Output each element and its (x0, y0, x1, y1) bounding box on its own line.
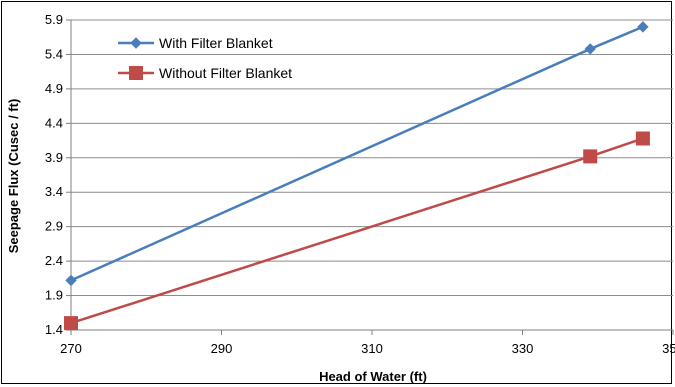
y-tick-label: 4.4 (45, 115, 63, 130)
data-point (637, 21, 649, 33)
grid-lines (71, 19, 673, 297)
legend-marker (129, 66, 143, 80)
y-tick-label: 5.9 (45, 12, 63, 27)
legend-marker (130, 37, 142, 49)
legend-item-1: With Filter Blanket (118, 35, 273, 51)
x-tick-label: 290 (211, 341, 233, 356)
y-tick-label: 5.4 (45, 46, 63, 61)
x-tick-label: 350 (662, 341, 675, 356)
data-point (64, 316, 78, 331)
y-tick-label: 4.9 (45, 81, 63, 96)
legend-item-2: Without Filter Blanket (118, 65, 292, 81)
y-tick-label: 3.9 (45, 150, 63, 165)
x-axis-title: Head of Water (ft) (319, 369, 427, 384)
data-point (583, 149, 598, 164)
x-tick-label: 310 (361, 341, 383, 356)
x-tick-labels: 270 290 310 330 350 (60, 330, 675, 356)
series-2 (64, 131, 650, 331)
legend: With Filter Blanket Without Filter Blanke… (118, 35, 292, 81)
y-tick-label: 3.4 (45, 184, 63, 199)
y-tick-label: 2.9 (45, 219, 63, 234)
y-tick-label: 1.9 (45, 288, 63, 303)
series-1 (65, 21, 649, 287)
y-tick-labels: 1.4 1.9 2.4 2.9 3.4 3.9 4.4 4.9 5.4 5.9 (45, 12, 71, 337)
data-point (584, 43, 596, 55)
y-axis-title: Seepage Flux (Cusec / ft) (6, 99, 21, 254)
y-tick-label: 1.4 (45, 322, 63, 337)
series-line (70, 25, 644, 282)
legend-label: Without Filter Blanket (159, 65, 292, 81)
legend-label: With Filter Blanket (159, 35, 273, 51)
data-point (65, 274, 77, 287)
x-tick-label: 330 (512, 341, 534, 356)
series (64, 21, 650, 331)
data-point (635, 131, 650, 146)
x-tick-label: 270 (60, 341, 82, 356)
y-tick-label: 2.4 (45, 253, 63, 268)
